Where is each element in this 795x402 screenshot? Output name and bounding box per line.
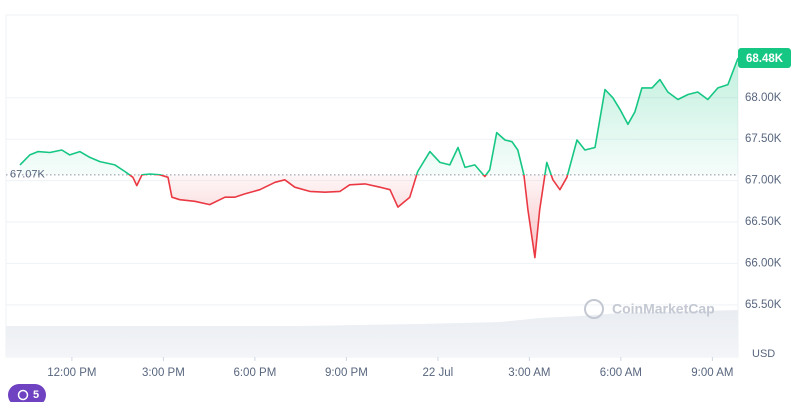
- badge[interactable]: 5: [8, 384, 46, 402]
- x-tick-label: 9:00 PM: [325, 367, 368, 379]
- price-line: [19, 57, 739, 259]
- watermark-logo: [584, 299, 604, 319]
- x-tick-label: 3:00 PM: [142, 367, 185, 379]
- y-tick-label: 67.50K: [745, 133, 782, 145]
- y-tick-label: 68.00K: [745, 92, 782, 104]
- last-price-label: 68.48K: [746, 53, 784, 65]
- x-tick-label: 3:00 AM: [508, 367, 550, 379]
- watermark-text: CoinMarketCap: [612, 301, 715, 317]
- y-tick-label: 65.50K: [745, 299, 782, 311]
- badge-count[interactable]: 5: [33, 389, 39, 401]
- watermark: CoinMarketCap: [584, 299, 715, 319]
- volume-area: [6, 310, 738, 357]
- y-tick-label: 66.50K: [745, 216, 782, 228]
- currency-label: USD: [752, 348, 775, 360]
- baseline-label: 67.07K: [10, 169, 46, 181]
- last-price-badge: [738, 48, 791, 69]
- x-tick-label: 6:00 AM: [600, 367, 642, 379]
- y-tick-label: 67.00K: [745, 175, 782, 187]
- badge-icon[interactable]: [17, 389, 29, 401]
- y-tick-label: 66.00K: [745, 257, 782, 269]
- x-tick-label: 12:00 PM: [47, 367, 96, 379]
- price-area: [20, 58, 738, 258]
- x-tick-label: 9:00 AM: [691, 367, 733, 379]
- x-tick-label: 6:00 PM: [233, 367, 276, 379]
- x-tick-label: 22 Jul: [423, 367, 454, 379]
